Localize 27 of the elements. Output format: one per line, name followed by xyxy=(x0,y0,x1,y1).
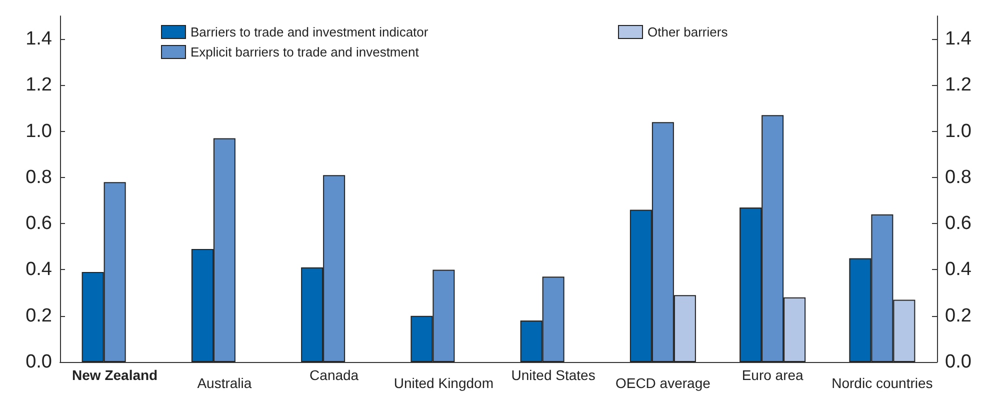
y2-tick-label: 0.2 xyxy=(945,305,972,326)
y2-tick-label: 0.8 xyxy=(945,166,972,188)
x-tick-label: United States xyxy=(511,367,596,383)
y2-tick-label: 1.0 xyxy=(945,120,972,142)
legend-label: Barriers to trade and investment indicator xyxy=(190,24,429,40)
y-tick-label: 1.0 xyxy=(26,120,52,142)
x-tick-label: OECD average xyxy=(615,375,711,391)
x-tick-label: United Kingdom xyxy=(394,375,494,391)
y-tick-label: 0.2 xyxy=(26,305,52,326)
y2-tick-label: 0.4 xyxy=(945,259,972,280)
x-tick-label: Australia xyxy=(197,375,252,391)
x-tick-label: Nordic countries xyxy=(832,375,933,391)
y2-tick-label: 0.6 xyxy=(945,213,972,234)
legend-label: Explicit barriers to trade and investment xyxy=(190,44,420,60)
y2-tick-label: 1.4 xyxy=(945,28,972,50)
y-tick-label: 0.4 xyxy=(26,259,52,280)
y2-tick-label: 0.0 xyxy=(945,352,972,372)
y2-tick-label: 1.2 xyxy=(945,74,972,96)
y-tick-label: 1.2 xyxy=(26,74,52,96)
legend-label: Other barriers xyxy=(648,24,728,40)
y-tick-label: 0.8 xyxy=(26,166,52,188)
y-tick-label: 0.6 xyxy=(26,213,52,234)
x-tick-label: New Zealand xyxy=(72,367,158,383)
x-tick-label: Euro area xyxy=(742,367,804,383)
x-tick-label: Canada xyxy=(310,367,359,383)
y-tick-label: 0.0 xyxy=(26,352,52,372)
y-tick-label: 1.4 xyxy=(26,28,52,50)
